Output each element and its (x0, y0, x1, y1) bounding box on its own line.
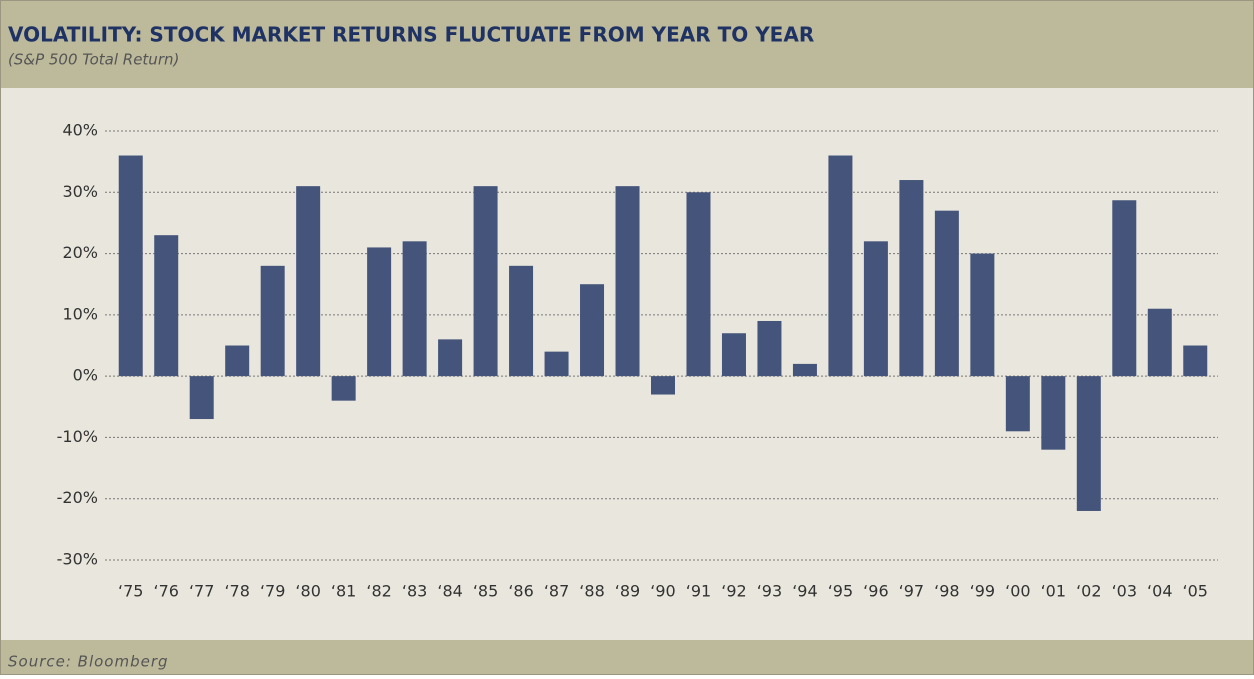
y-tick-label: 30% (62, 182, 98, 201)
bar (1076, 376, 1101, 511)
x-tick-label: ‘04 (1147, 582, 1172, 601)
bar (296, 186, 321, 377)
x-tick-label: ‘82 (366, 582, 391, 601)
bar (970, 253, 995, 377)
bar (580, 284, 605, 377)
x-tick-label: ‘79 (260, 582, 285, 601)
bar (863, 241, 888, 377)
x-tick-label: ‘85 (473, 582, 498, 601)
x-tick-label: ‘80 (295, 582, 320, 601)
bar (651, 376, 675, 395)
bar (1183, 345, 1208, 377)
y-tick-label: 20% (62, 243, 98, 262)
bar (118, 155, 143, 377)
x-tick-label: ‘97 (899, 582, 924, 601)
bar (899, 180, 924, 377)
bar (331, 376, 356, 401)
bar (473, 186, 498, 377)
x-tick-label: ‘91 (686, 582, 711, 601)
bar (686, 192, 711, 377)
x-tick-label: ‘96 (863, 582, 888, 601)
bar (828, 155, 853, 377)
bar (615, 186, 640, 377)
x-tick-label: ‘90 (650, 582, 675, 601)
bar (792, 363, 817, 377)
chart-subtitle: (S&P 500 Total Return) (8, 51, 179, 69)
x-tick-label: ‘77 (189, 582, 214, 601)
x-tick-label: ‘75 (118, 582, 143, 601)
x-tick-label: ‘81 (331, 582, 356, 601)
bar (1005, 376, 1030, 432)
x-tick-label: ‘83 (402, 582, 427, 601)
x-tick-label: ‘03 (1112, 582, 1137, 601)
x-tick-label: ‘87 (544, 582, 569, 601)
y-tick-label: 0% (73, 366, 98, 385)
x-tick-label: ‘84 (437, 582, 462, 601)
bar (189, 376, 214, 420)
x-tick-label: ‘89 (615, 582, 640, 601)
y-tick-label: -10% (57, 427, 98, 446)
source-note: Source: Bloomberg (8, 653, 169, 671)
x-tick-label: ‘93 (757, 582, 782, 601)
bar (367, 247, 392, 377)
x-tick-label: ‘99 (970, 582, 995, 601)
x-tick-label: ‘00 (1005, 582, 1030, 601)
x-tick-label: ‘94 (792, 582, 817, 601)
x-tick-label: ‘05 (1183, 582, 1208, 601)
y-tick-label: 10% (62, 304, 98, 323)
bar (934, 210, 959, 377)
x-tick-label: ‘86 (508, 582, 533, 601)
x-tick-label: ‘88 (579, 582, 604, 601)
x-tick-label: ‘98 (934, 582, 959, 601)
bar (757, 320, 782, 377)
bar (402, 241, 427, 377)
x-tick-label: ‘76 (153, 582, 178, 601)
bar (509, 265, 534, 377)
bar (260, 265, 285, 377)
y-tick-label: -30% (57, 550, 98, 569)
bar (438, 339, 463, 377)
x-tick-label: ‘01 (1041, 582, 1066, 601)
chart-title: VOLATILITY: STOCK MARKET RETURNS FLUCTUA… (8, 23, 814, 47)
y-tick-label: -20% (57, 488, 98, 507)
bar (225, 345, 250, 377)
x-tick-label: ‘02 (1076, 582, 1101, 601)
header-band (0, 0, 1254, 88)
bar (1041, 376, 1066, 450)
y-tick-label: 40% (62, 121, 98, 140)
bar (544, 351, 569, 377)
bar (1112, 200, 1137, 377)
x-tick-label: ‘78 (224, 582, 249, 601)
bar (721, 333, 746, 377)
footer-band (0, 640, 1254, 675)
bar (1147, 308, 1172, 377)
x-tick-label: ‘95 (828, 582, 853, 601)
bar (154, 235, 179, 377)
x-tick-label: ‘92 (721, 582, 746, 601)
